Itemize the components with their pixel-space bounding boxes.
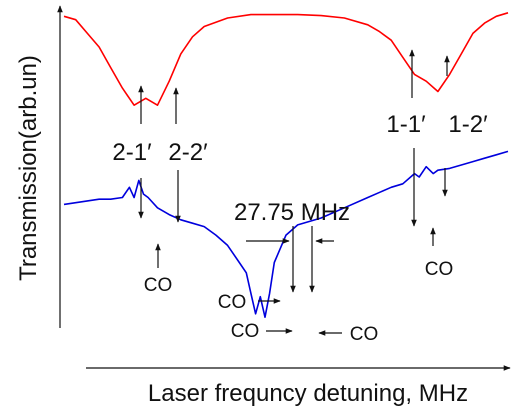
label-2-1: 2-1′ xyxy=(112,139,152,166)
annotation-arrows xyxy=(138,49,450,336)
label-co-mid-lower: CO xyxy=(231,321,260,342)
label-co-right: CO xyxy=(425,259,454,280)
series-line-1 xyxy=(63,150,509,318)
label-splitting: 27.75 MHz xyxy=(234,199,350,226)
label-1-2: 1-2′ xyxy=(448,111,488,138)
series-line-0 xyxy=(63,12,509,106)
series-layer xyxy=(63,12,509,318)
x-axis-title: Laser frequncy detuning, MHz xyxy=(148,380,468,407)
label-1-1: 1-1′ xyxy=(386,111,426,138)
label-co-mid-right: CO xyxy=(350,324,379,345)
label-co-mid-upper: CO xyxy=(218,292,247,313)
y-axis-title: Transmission(arb.un) xyxy=(15,55,42,281)
label-2-2: 2-2′ xyxy=(168,139,208,166)
label-co-left: CO xyxy=(144,275,173,296)
